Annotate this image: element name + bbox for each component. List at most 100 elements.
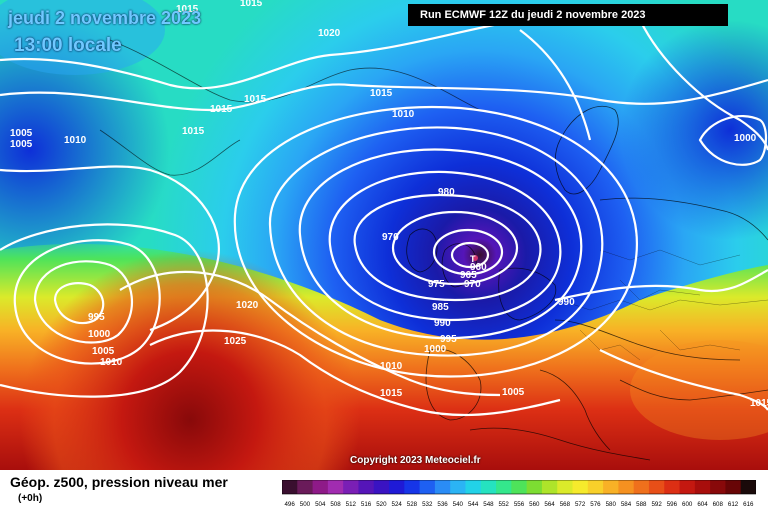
isobar-label: 1015 bbox=[176, 4, 199, 15]
color-swatch bbox=[694, 480, 711, 494]
legend-tick-label: 496 bbox=[284, 501, 295, 508]
color-swatch bbox=[327, 480, 344, 494]
isobar-label: 990 bbox=[434, 318, 451, 329]
legend-tick-label: 604 bbox=[697, 501, 708, 508]
legend-tick-label: 584 bbox=[621, 501, 632, 508]
legend-tick-label: 524 bbox=[392, 501, 403, 508]
country-borders bbox=[559, 249, 768, 361]
isobar-label: 985 bbox=[432, 302, 449, 313]
legend-tick-label: 576 bbox=[590, 501, 601, 508]
color-swatch bbox=[526, 480, 543, 494]
isobar-label: 980 bbox=[438, 187, 455, 198]
legend-tick-label: 592 bbox=[651, 501, 662, 508]
color-swatch bbox=[496, 480, 512, 494]
isobars bbox=[0, 18, 768, 417]
isobar-label: 990 bbox=[558, 297, 575, 308]
isobar-label: 1010 bbox=[392, 109, 415, 120]
legend-tick-label: 512 bbox=[346, 501, 357, 508]
color-swatch bbox=[312, 480, 329, 494]
color-swatch bbox=[511, 480, 528, 494]
isobar-label: 965 bbox=[460, 270, 477, 281]
time-label: 13:00 locale bbox=[14, 35, 122, 56]
color-swatch bbox=[358, 480, 375, 494]
legend-tick-label: 540 bbox=[453, 501, 464, 508]
isobar-label: 995 bbox=[440, 334, 457, 345]
isobar-label: 1000 bbox=[88, 329, 111, 340]
isobar-label: 960 bbox=[470, 262, 487, 273]
color-swatch bbox=[404, 480, 421, 494]
isobar-label: 1015 bbox=[750, 398, 768, 409]
legend-tick-label: 508 bbox=[330, 501, 341, 508]
forecast-offset-label: (+0h) bbox=[18, 493, 43, 504]
legend-tick-label: 556 bbox=[514, 501, 525, 508]
legend-tick-label: 528 bbox=[407, 501, 418, 508]
legend-tick-label: 596 bbox=[667, 501, 678, 508]
isobar-label: 1010 bbox=[64, 135, 87, 146]
isobar-label: 1000 bbox=[424, 344, 447, 355]
legend-tick-label: 580 bbox=[606, 501, 617, 508]
copyright-label: Copyright 2023 Meteociel.fr bbox=[350, 455, 481, 466]
color-swatch bbox=[282, 480, 298, 494]
legend-tick-label: 588 bbox=[636, 501, 647, 508]
isobar-label: 1010 bbox=[380, 361, 403, 372]
color-swatch bbox=[572, 480, 589, 494]
color-swatch bbox=[419, 480, 436, 494]
color-swatch bbox=[480, 480, 497, 494]
isobar-label: 970 bbox=[464, 279, 481, 290]
legend-tick-label: 520 bbox=[376, 501, 387, 508]
low-pressure-center: T bbox=[470, 254, 478, 264]
color-swatch bbox=[465, 480, 482, 494]
isobar-label: 1000 bbox=[734, 133, 757, 144]
legend-tick-label: 564 bbox=[544, 501, 555, 508]
isobar-label: 1015 bbox=[210, 104, 233, 115]
legend-tick-label: 504 bbox=[315, 501, 326, 508]
legend-tick-label: 608 bbox=[713, 501, 724, 508]
isobar-label: 1005 bbox=[10, 139, 33, 150]
isobar-label: 1020 bbox=[236, 300, 259, 311]
color-swatch bbox=[373, 480, 390, 494]
legend-tick-label: 544 bbox=[468, 501, 479, 508]
run-label: Run ECMWF 12Z du jeudi 2 novembre 2023 bbox=[408, 4, 728, 26]
color-swatch bbox=[343, 480, 359, 494]
isobar-label: 1025 bbox=[224, 336, 247, 347]
legend-tick-label: 536 bbox=[437, 501, 448, 508]
isobar-label: 1005 bbox=[502, 387, 525, 398]
legend-tick-label: 560 bbox=[529, 501, 540, 508]
isobar-label: 1005 bbox=[10, 128, 33, 139]
color-swatch bbox=[618, 480, 635, 494]
isobar-label: 1010 bbox=[100, 357, 123, 368]
legend-tick-label: 568 bbox=[560, 501, 571, 508]
color-swatch bbox=[389, 480, 405, 494]
isobar-label: 1005 bbox=[92, 346, 115, 357]
legend-tick-label: 600 bbox=[682, 501, 693, 508]
color-scale-legend: 496 500 504 508 512 516 520 524 528 532 536 540 544 5… bbox=[282, 480, 756, 508]
legend-tick-label: 572 bbox=[575, 501, 586, 508]
color-swatch bbox=[679, 480, 696, 494]
color-swatch bbox=[557, 480, 574, 494]
isobar-label: 1015 bbox=[240, 0, 263, 9]
legend-tick-label: 532 bbox=[422, 501, 433, 508]
svg-text:T: T bbox=[470, 254, 476, 264]
legend-tick-label: 548 bbox=[483, 501, 494, 508]
isobar-label: 1015 bbox=[380, 388, 403, 399]
legend-tick-label: 516 bbox=[361, 501, 372, 508]
map-title: Géop. z500, pression niveau mer bbox=[10, 474, 228, 490]
isobar-label: 975 bbox=[428, 279, 445, 290]
color-swatch bbox=[587, 480, 604, 494]
isobar-label: 1015 bbox=[244, 94, 267, 105]
color-swatch bbox=[664, 480, 681, 494]
isobar-label: 1015 bbox=[182, 126, 205, 137]
legend-tick-label: 612 bbox=[728, 501, 739, 508]
date-label: jeudi 2 novembre 2023 bbox=[8, 8, 202, 28]
color-swatch bbox=[648, 480, 665, 494]
legend-tick-label: 500 bbox=[300, 501, 311, 508]
isobar-label: 1020 bbox=[318, 28, 341, 39]
color-swatch bbox=[603, 480, 619, 494]
isobar-label: 995 bbox=[88, 312, 105, 323]
isobar-label: 1015 bbox=[370, 88, 393, 99]
color-swatch bbox=[740, 480, 756, 494]
color-swatch bbox=[725, 480, 742, 494]
weather-map: T 10151015102010151015101510151010100510… bbox=[0, 0, 768, 470]
isobar-label: 970 bbox=[382, 232, 399, 243]
